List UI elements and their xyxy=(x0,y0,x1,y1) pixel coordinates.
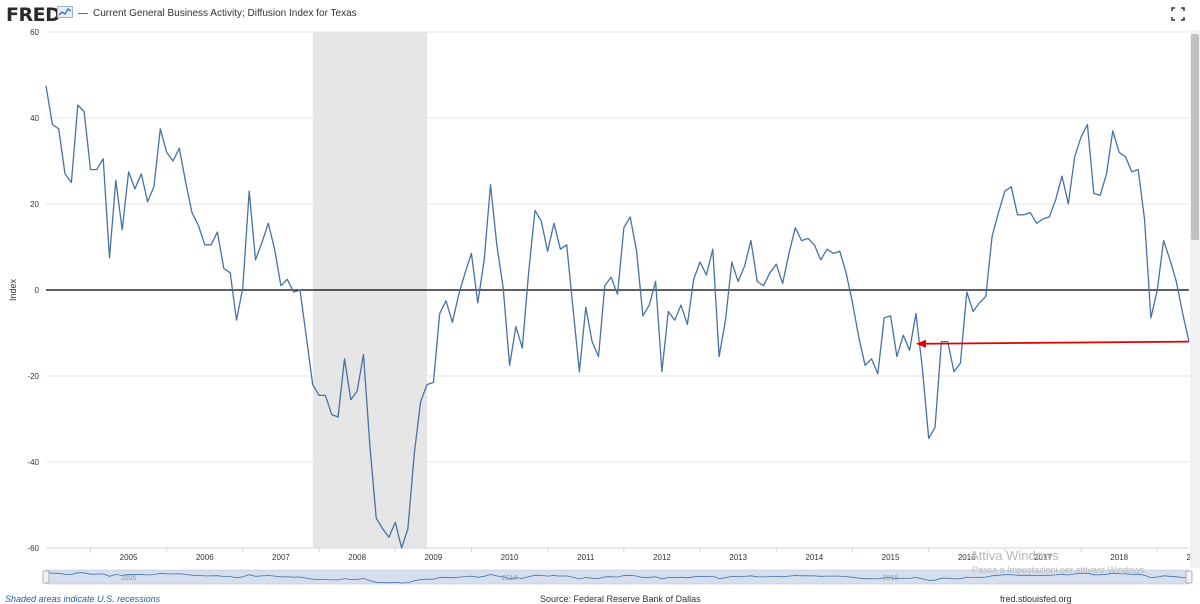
series-legend: Current General Business Activity; Diffu… xyxy=(78,8,357,19)
x-tick-label: 2013 xyxy=(729,553,747,562)
windows-activation-subtext: Passa a Impostazioni per attivare Window… xyxy=(972,565,1147,575)
x-tick-label: 2010 xyxy=(501,553,519,562)
x-tick-label: 2019 xyxy=(1186,553,1190,562)
series-title: Current General Business Activity; Diffu… xyxy=(93,8,357,19)
x-tick-label: 2012 xyxy=(653,553,671,562)
series-line xyxy=(45,85,1190,549)
legend-swatch xyxy=(78,12,88,14)
navigator-right-handle[interactable] xyxy=(1185,570,1193,584)
y-tick-label: 40 xyxy=(30,114,39,123)
x-tick-label: 2014 xyxy=(805,553,823,562)
chart-header: FRED Current General Business Activity; … xyxy=(0,0,1200,30)
fred-logo[interactable]: FRED xyxy=(6,4,61,26)
x-tick-label: 2006 xyxy=(196,553,214,562)
y-tick-label: 0 xyxy=(35,286,40,295)
navigator-series xyxy=(45,571,1190,584)
source-text: Source: Federal Reserve Bank of Dallas xyxy=(540,594,701,604)
x-tick-label: 2016 xyxy=(958,553,976,562)
x-tick-label: 2011 xyxy=(577,553,595,562)
y-tick-label: 20 xyxy=(30,200,39,209)
y-tick-label: 60 xyxy=(30,28,39,37)
navigator-tick-label: 2005 xyxy=(121,575,137,582)
y-tick-label: -40 xyxy=(27,458,39,467)
recession-note: Shaded areas indicate U.S. recessions xyxy=(5,594,161,604)
windows-activation-watermark: Attiva Windows xyxy=(970,548,1059,563)
fullscreen-icon[interactable] xyxy=(1170,6,1186,22)
x-tick-label: 2007 xyxy=(272,553,290,562)
chart-footer: Shaded areas indicate U.S. recessions So… xyxy=(0,594,1200,604)
navigator-tick-label: 2015 xyxy=(883,575,899,582)
y-tick-label: -60 xyxy=(27,544,39,553)
navigator-tick-label: 2010 xyxy=(502,575,518,582)
navigator-left-handle[interactable] xyxy=(42,570,50,584)
annotation-arrow-shaft xyxy=(923,340,1190,345)
x-tick-label: 2018 xyxy=(1110,553,1128,562)
line-chart-icon xyxy=(57,6,73,18)
y-axis-label: Index xyxy=(8,278,18,301)
y-tick-label: -20 xyxy=(27,372,39,381)
x-tick-label: 2015 xyxy=(882,553,900,562)
site-link[interactable]: fred.stlouisfed.org xyxy=(1000,594,1072,604)
x-tick-label: 2017 xyxy=(1034,553,1052,562)
line-chart[interactable]: -60 -40 -20 0 20 40 60 2005 2006 2007 2008 2009 201… xyxy=(0,0,1190,568)
scrollbar-thumb[interactable] xyxy=(1191,34,1199,240)
range-navigator[interactable]: 2005 2010 2015 xyxy=(0,568,1200,590)
x-tick-label: 2008 xyxy=(348,553,366,562)
annotation-arrow-head xyxy=(915,339,926,348)
x-tick-label: 2009 xyxy=(424,553,442,562)
x-tick-label: 2005 xyxy=(120,553,138,562)
scrollbar-track[interactable] xyxy=(1190,30,1200,568)
